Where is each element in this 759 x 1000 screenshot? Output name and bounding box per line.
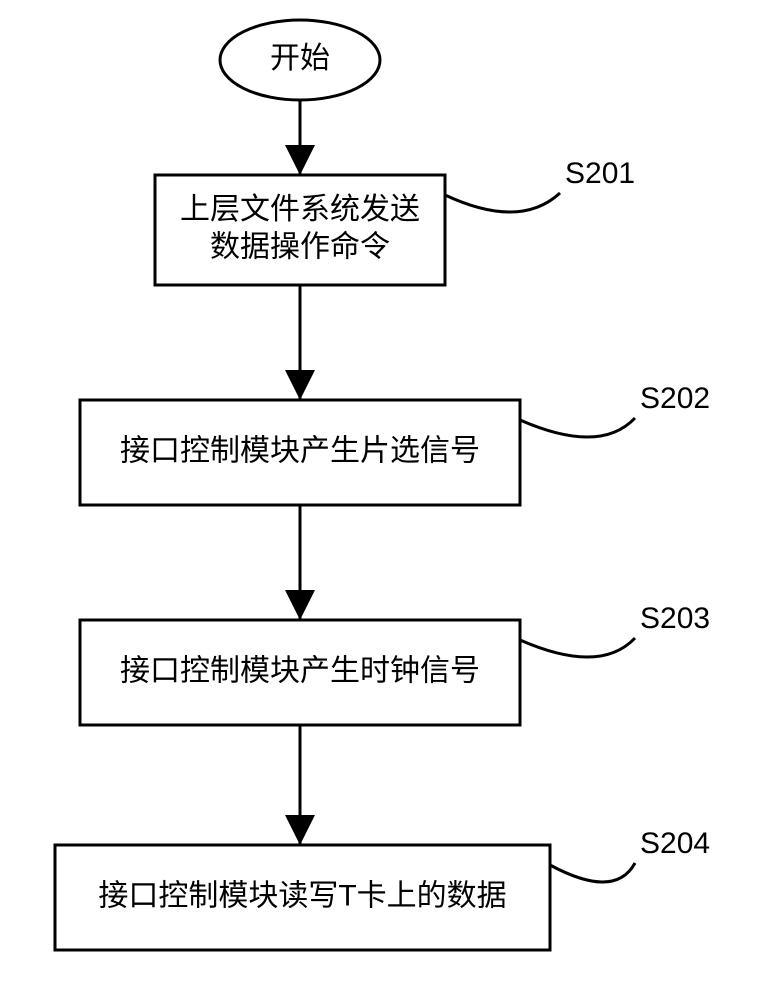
callout-connector-S202 (520, 418, 635, 437)
start-node-label: 开始 (270, 42, 330, 75)
step-id-label-S201: S201 (565, 157, 635, 190)
flowchart-diagram: 开始上层文件系统发送数据操作命令接口控制模块产生片选信号接口控制模块产生时钟信号… (0, 0, 759, 1000)
callout-connector-S203 (520, 638, 635, 657)
step-text-S201-line0: 上层文件系统发送 (180, 193, 420, 226)
step-text-S202-line0: 接口控制模块产生片选信号 (120, 434, 480, 467)
step-text-S201-line1: 数据操作命令 (210, 231, 390, 264)
callout-connector-S204 (550, 863, 635, 882)
step-id-label-S204: S204 (640, 827, 710, 860)
step-id-label-S202: S202 (640, 382, 710, 415)
step-text-S204-line0: 接口控制模块读写T卡上的数据 (98, 879, 506, 912)
step-text-S203-line0: 接口控制模块产生时钟信号 (120, 654, 480, 687)
step-id-label-S203: S203 (640, 602, 710, 635)
callout-connector-S201 (445, 193, 560, 212)
